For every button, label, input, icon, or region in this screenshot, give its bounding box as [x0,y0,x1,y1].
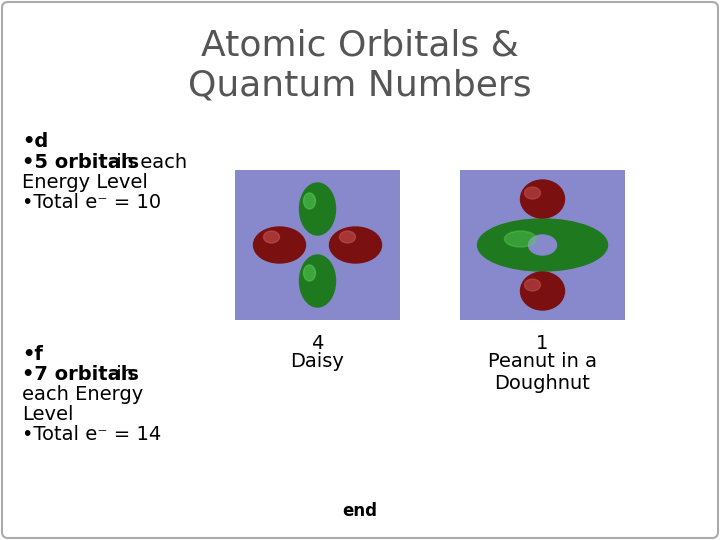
Ellipse shape [300,255,336,307]
Ellipse shape [304,193,315,209]
Ellipse shape [477,219,608,271]
Bar [460,170,625,320]
Text: •Total e⁻ = 14: •Total e⁻ = 14 [22,425,161,444]
Text: Energy Level: Energy Level [22,173,148,192]
Text: in: in [110,365,134,384]
Text: Quantum Numbers: Quantum Numbers [188,68,532,102]
Text: in each: in each [110,153,187,172]
Text: 1: 1 [536,334,549,353]
Bar [235,170,400,320]
Text: Level: Level [22,405,73,424]
Ellipse shape [521,180,564,218]
Text: •7 orbitals: •7 orbitals [22,365,139,384]
Ellipse shape [524,187,541,199]
Ellipse shape [330,227,382,263]
Text: •5 orbitals: •5 orbitals [22,153,139,172]
Ellipse shape [264,231,279,243]
Ellipse shape [304,265,315,281]
Ellipse shape [521,272,564,310]
Text: Daisy: Daisy [291,352,344,371]
Ellipse shape [300,183,336,235]
Ellipse shape [340,231,356,243]
Text: Peanut in a
Doughnut: Peanut in a Doughnut [488,352,597,393]
Ellipse shape [524,279,541,291]
Ellipse shape [253,227,305,263]
Text: each Energy: each Energy [22,385,143,404]
Ellipse shape [505,231,536,247]
Text: •f: •f [22,345,43,364]
Text: •d: •d [22,132,48,151]
Text: end: end [343,502,377,520]
Text: Atomic Orbitals &: Atomic Orbitals & [201,28,519,62]
Text: •Total e⁻ = 10: •Total e⁻ = 10 [22,193,161,212]
Ellipse shape [528,235,557,255]
Text: 4: 4 [311,334,324,353]
